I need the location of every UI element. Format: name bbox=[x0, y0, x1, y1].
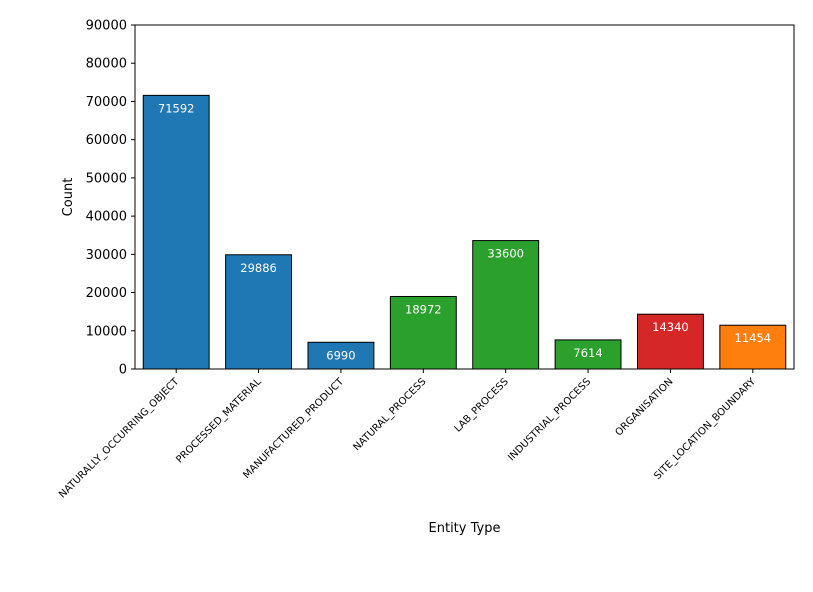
bar-value-label: 71592 bbox=[158, 101, 195, 115]
y-tick-label: 0 bbox=[119, 363, 127, 378]
bar-value-label: 33600 bbox=[487, 247, 524, 261]
bars: 71592 29886 6990 18972 33600 7614 14340 11454 bbox=[142, 94, 787, 370]
y-tick-label: 40000 bbox=[86, 210, 127, 225]
bar-value-label: 7614 bbox=[573, 346, 602, 360]
bar bbox=[472, 240, 540, 370]
y-axis-ticks: 0 10000 20000 30000 40000 50000 60000 70000 8000… bbox=[86, 19, 135, 378]
y-tick-label: 10000 bbox=[86, 324, 127, 339]
y-tick-label: 70000 bbox=[86, 95, 127, 110]
y-tick-label: 20000 bbox=[86, 286, 127, 301]
bar-value-label: 14340 bbox=[652, 320, 689, 334]
x-tick-label: SITE_LOCATION_BOUNDARY bbox=[652, 376, 758, 482]
bar bbox=[225, 254, 293, 370]
x-tick-label: ORGANISATION bbox=[613, 376, 675, 438]
x-tick-label: NATURAL_PROCESS bbox=[352, 376, 429, 453]
y-tick-label: 80000 bbox=[86, 57, 127, 72]
y-tick-label: 90000 bbox=[86, 19, 127, 34]
y-tick-label: 30000 bbox=[86, 248, 127, 263]
bar bbox=[719, 324, 787, 370]
bar-value-label: 11454 bbox=[735, 331, 772, 345]
bar-value-label: 6990 bbox=[326, 348, 355, 362]
x-axis-title: Entity Type bbox=[429, 521, 501, 536]
x-tick-label: LAB_PROCESS bbox=[453, 376, 511, 434]
x-axis-ticks: NATURALLY_OCCURRING_OBJECTPROCESSED_MATE… bbox=[57, 369, 759, 501]
x-tick-label: NATURALLY_OCCURRING_OBJECT bbox=[57, 376, 182, 501]
bar bbox=[636, 313, 704, 370]
y-tick-label: 60000 bbox=[86, 133, 127, 148]
x-tick-label: MANUFACTURED_PRODUCT bbox=[241, 376, 346, 481]
plot-frame bbox=[134, 24, 795, 370]
y-tick-label: 50000 bbox=[86, 171, 127, 186]
bar-value-label: 29886 bbox=[240, 261, 277, 275]
bar bbox=[554, 339, 622, 370]
x-tick-label: INDUSTRIAL_PROCESS bbox=[506, 376, 593, 463]
bar bbox=[307, 341, 375, 370]
x-tick-label: PROCESSED_MATERIAL bbox=[174, 376, 264, 466]
bar-value-label: 18972 bbox=[405, 302, 442, 316]
bar bbox=[142, 94, 210, 370]
y-axis-title: Count bbox=[61, 178, 76, 217]
